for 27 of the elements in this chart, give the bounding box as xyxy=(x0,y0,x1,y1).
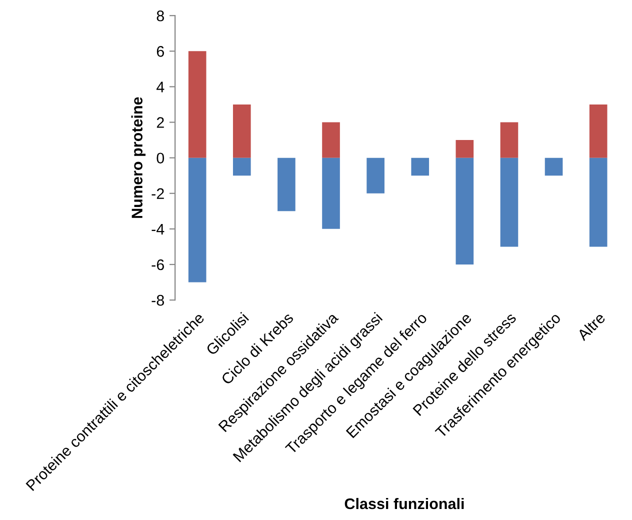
y-tick-label: 0 xyxy=(156,152,164,164)
y-tick-label: -6 xyxy=(152,259,164,270)
x-axis-title: Classi funzionali xyxy=(344,498,464,510)
y-tick-label: -8 xyxy=(152,294,164,306)
bar xyxy=(366,158,384,194)
bar xyxy=(456,158,474,264)
bar xyxy=(500,158,518,247)
bar xyxy=(589,158,608,247)
bar xyxy=(589,104,608,158)
bar xyxy=(232,104,251,158)
y-tick-label: -4 xyxy=(152,224,164,234)
y-tick-label: 6 xyxy=(156,46,164,57)
bar xyxy=(188,51,206,158)
y-tick-label: 8 xyxy=(156,10,164,22)
y-axis-title: Numero proteine xyxy=(131,97,146,218)
y-tick-label: 4 xyxy=(156,82,164,92)
bar xyxy=(278,158,296,212)
bar xyxy=(411,158,430,176)
y-tick-label: -2 xyxy=(152,188,164,199)
bar xyxy=(232,158,251,176)
bar xyxy=(322,122,340,158)
bar xyxy=(322,158,340,229)
bar xyxy=(500,122,518,158)
y-tick-label: 2 xyxy=(156,117,164,128)
bar xyxy=(456,140,474,158)
bar xyxy=(544,158,563,176)
bar xyxy=(188,158,206,282)
